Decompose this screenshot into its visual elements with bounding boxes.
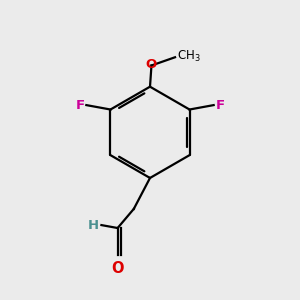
Text: H: H bbox=[88, 219, 99, 232]
Text: F: F bbox=[75, 99, 85, 112]
Text: CH$_3$: CH$_3$ bbox=[177, 49, 201, 64]
Text: O: O bbox=[111, 261, 124, 276]
Text: F: F bbox=[215, 99, 225, 112]
Text: O: O bbox=[145, 58, 157, 71]
